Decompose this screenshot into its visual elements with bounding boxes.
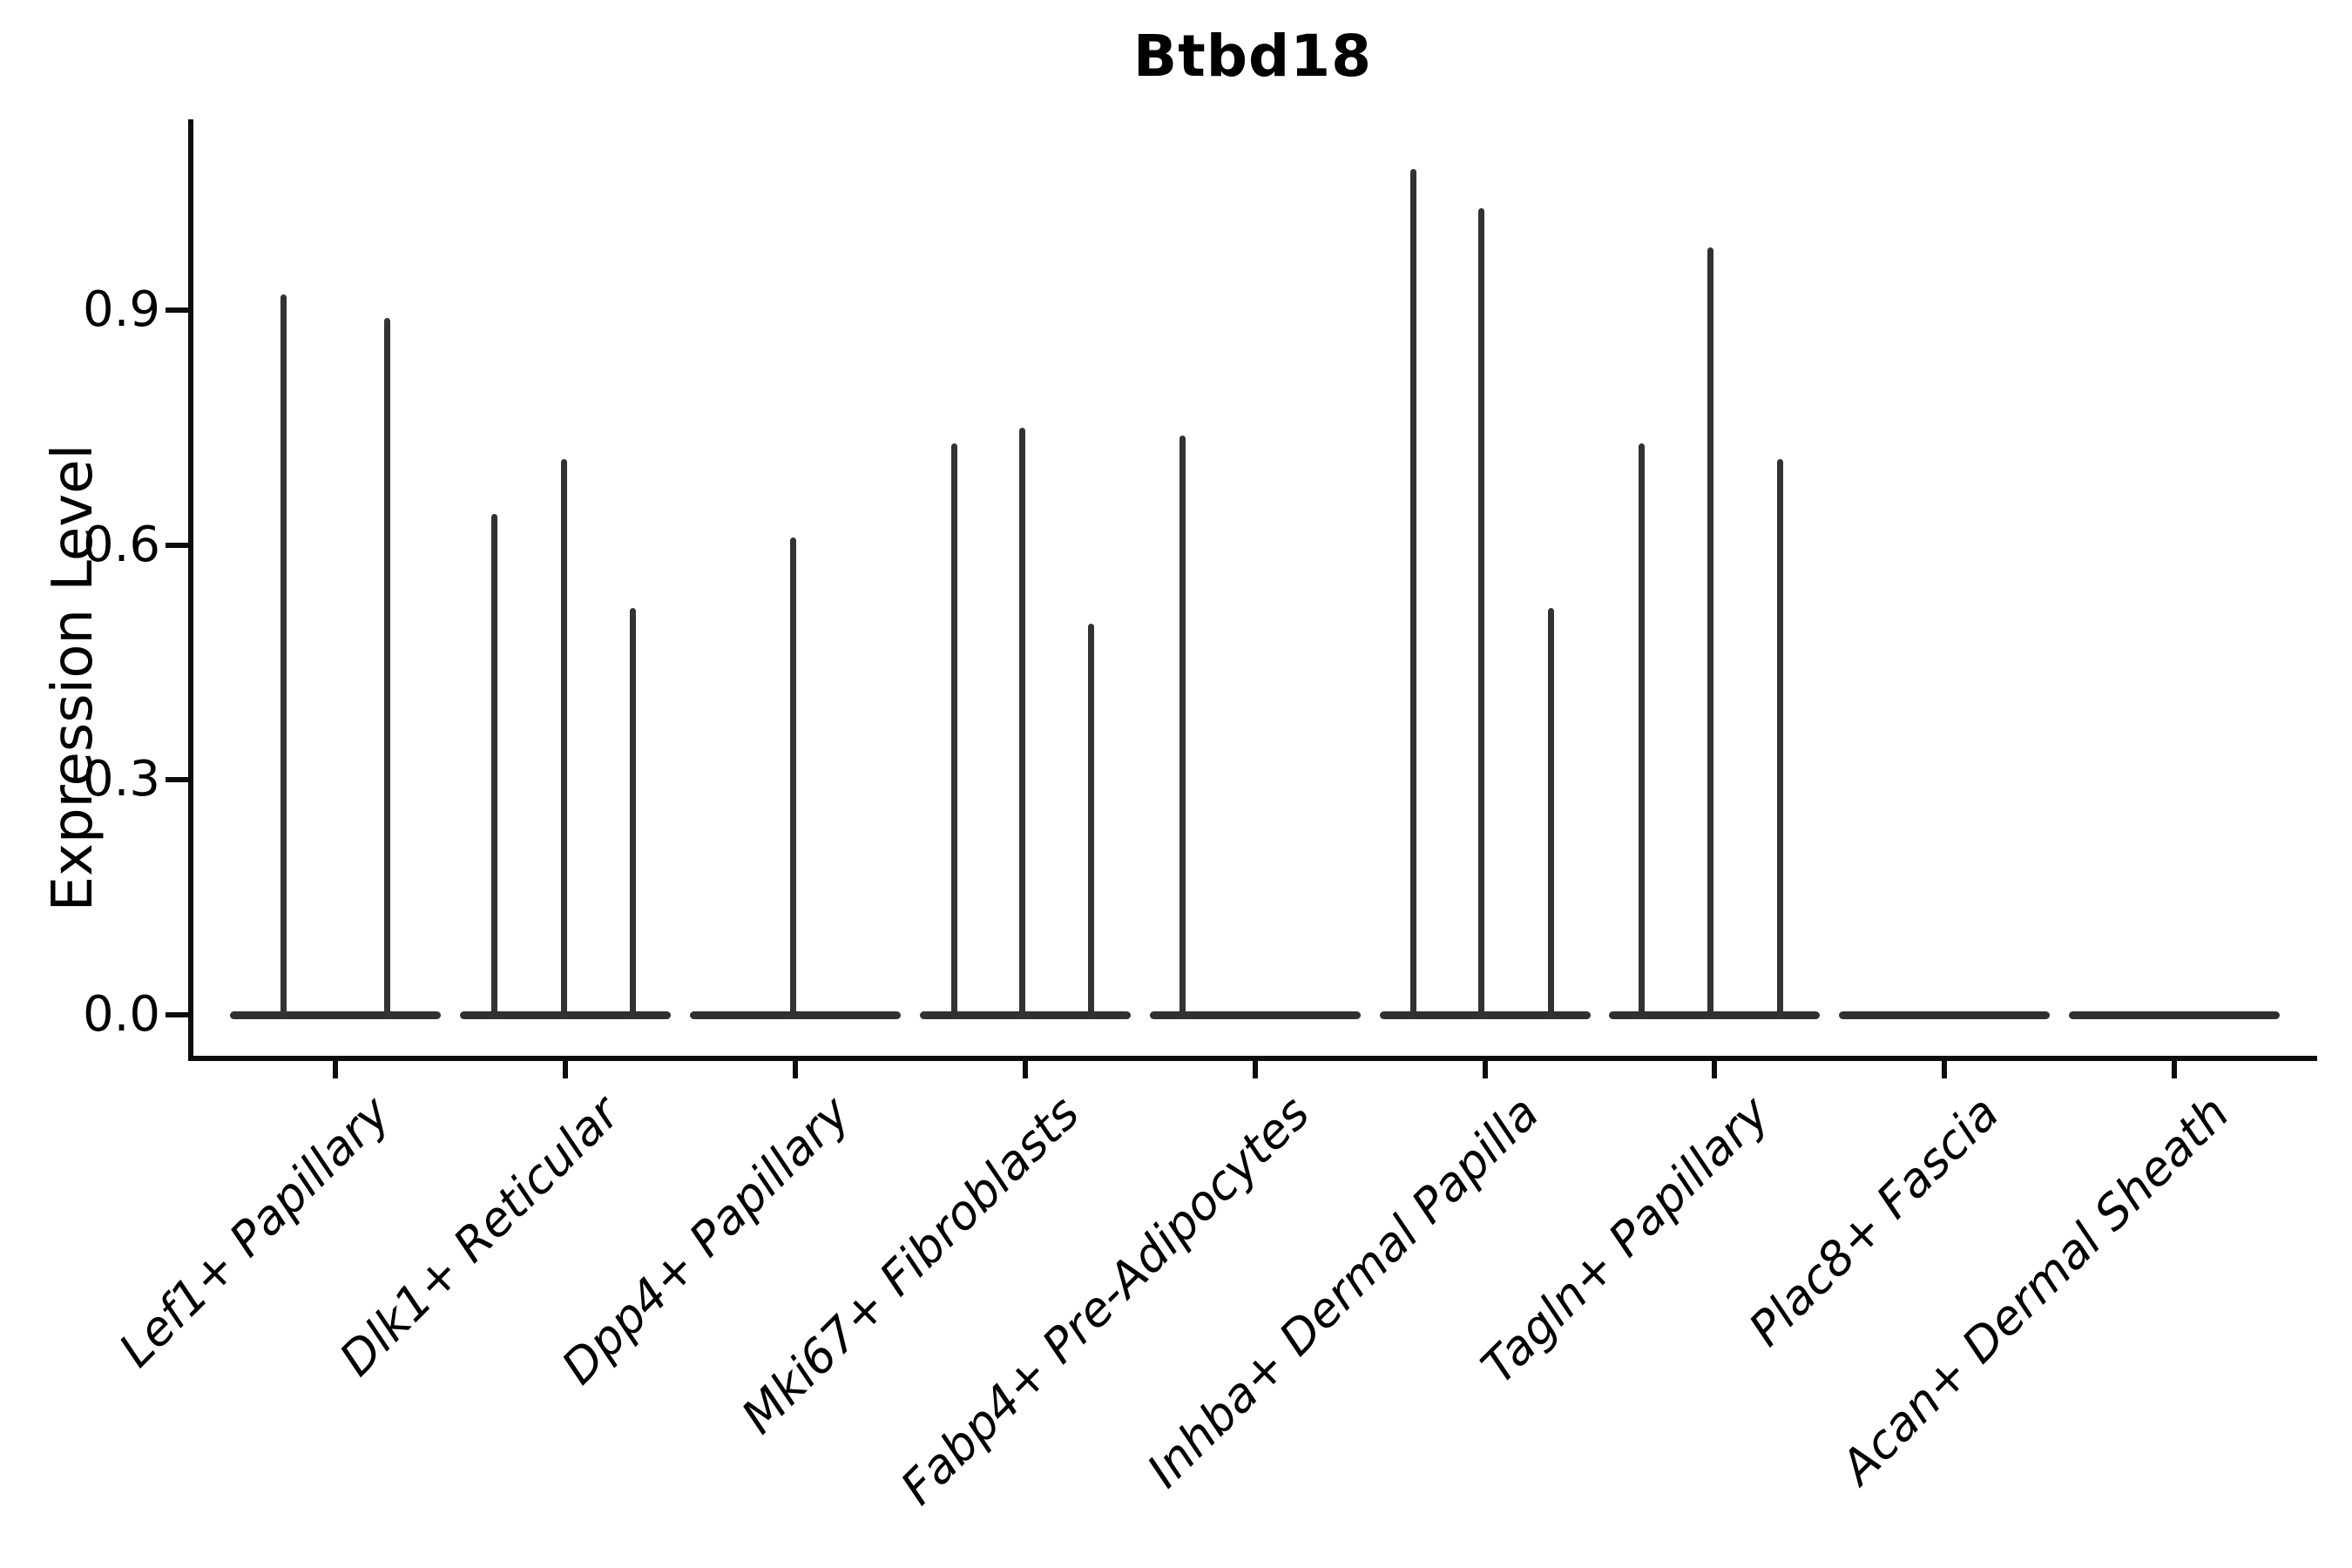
x-tick-mark <box>1482 1056 1488 1078</box>
y-tick-mark <box>166 1012 188 1017</box>
y-tick-label: 0.0 <box>82 986 160 1043</box>
violin-4-baseline <box>1149 1010 1361 1019</box>
y-tick-label: 0.3 <box>82 751 160 808</box>
violin-5-spike <box>1548 607 1554 1019</box>
violin-3-spike <box>1088 623 1095 1019</box>
y-tick-label: 0.9 <box>82 280 160 338</box>
x-tick-mark <box>1712 1056 1718 1078</box>
violin-8-baseline <box>2069 1010 2281 1019</box>
violin-5-baseline <box>1379 1010 1591 1019</box>
violin-0-spike <box>280 294 287 1019</box>
violin-1-spike <box>561 458 568 1019</box>
y-tick-mark <box>166 777 188 783</box>
violin-6-spike <box>1707 247 1713 1019</box>
chart-title: Btbd18 <box>1132 23 1373 90</box>
violin-5-spike <box>1478 208 1484 1019</box>
x-tick-label-5: Inhba+ Dermal Papilla <box>1137 1085 1551 1498</box>
x-tick-mark <box>2172 1056 2178 1078</box>
y-axis-spine <box>188 119 193 1061</box>
x-tick-mark <box>1252 1056 1258 1078</box>
x-tick-label-8: Acan+ Dermal Sheath <box>1829 1085 2240 1495</box>
violin-0-spike <box>383 317 390 1019</box>
x-tick-mark <box>1942 1056 1948 1078</box>
x-tick-mark <box>562 1056 568 1078</box>
x-tick-mark <box>333 1056 338 1078</box>
y-tick-mark <box>166 542 188 548</box>
violin-5-spike <box>1410 169 1416 1019</box>
violin-6-baseline <box>1609 1010 1821 1019</box>
y-axis-title: Expression Level <box>41 443 105 912</box>
violin-6-spike <box>1638 443 1645 1019</box>
violin-2-spike <box>790 537 797 1019</box>
y-tick-label: 0.6 <box>82 516 160 573</box>
violin-6-spike <box>1776 458 1783 1019</box>
violin-7-baseline <box>1839 1010 2051 1019</box>
violin-3-spike <box>951 443 958 1019</box>
x-tick-label-4: Fabp4+ Pre-Adipocytes <box>889 1085 1321 1516</box>
violin-1-spike <box>630 607 637 1019</box>
violin-1-spike <box>491 513 498 1019</box>
violin-4-spike <box>1179 435 1186 1019</box>
violin-0-baseline <box>230 1010 441 1019</box>
x-tick-mark <box>792 1056 798 1078</box>
y-tick-mark <box>166 307 188 313</box>
violin-3-spike <box>1019 427 1026 1019</box>
x-tick-mark <box>1022 1056 1028 1078</box>
